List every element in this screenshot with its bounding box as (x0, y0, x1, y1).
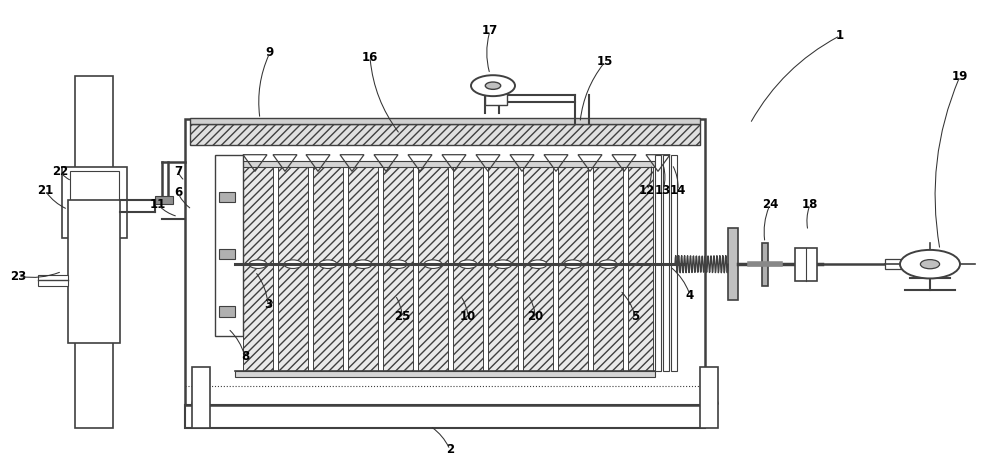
Bar (235, 371, 655, 377)
Circle shape (354, 260, 372, 268)
Bar (192, 367, 210, 428)
Bar (655, 155, 661, 371)
Circle shape (485, 82, 501, 89)
Text: 21: 21 (37, 184, 53, 197)
Bar (593, 167, 623, 371)
Bar (671, 155, 677, 371)
Text: 4: 4 (686, 288, 694, 302)
Text: 3: 3 (264, 298, 272, 311)
Bar (243, 167, 273, 371)
Bar (762, 243, 768, 286)
Text: 5: 5 (631, 310, 639, 323)
Bar (278, 167, 308, 371)
Circle shape (494, 260, 512, 268)
Text: 19: 19 (952, 69, 968, 83)
Text: 20: 20 (527, 310, 543, 323)
Circle shape (900, 250, 960, 278)
Circle shape (284, 260, 302, 268)
Bar (215, 155, 243, 336)
Bar (185, 405, 705, 428)
Circle shape (920, 259, 940, 269)
Bar (190, 124, 700, 145)
Bar (418, 167, 448, 371)
Circle shape (564, 260, 582, 268)
Bar (453, 167, 483, 371)
Text: 18: 18 (802, 198, 818, 211)
Bar (190, 118, 700, 124)
Bar (488, 167, 518, 371)
Text: 1: 1 (836, 29, 844, 42)
Bar (728, 228, 738, 300)
Circle shape (424, 260, 442, 268)
Bar (663, 155, 669, 371)
Circle shape (471, 75, 515, 96)
Circle shape (389, 260, 407, 268)
Bar (523, 167, 553, 371)
Bar (348, 167, 378, 371)
Text: 15: 15 (597, 55, 613, 69)
Text: 14: 14 (670, 184, 686, 197)
Bar (62, 167, 127, 238)
Text: 16: 16 (362, 50, 378, 64)
Text: 24: 24 (762, 198, 778, 211)
Bar (219, 249, 235, 259)
Circle shape (319, 260, 337, 268)
Bar (383, 167, 413, 371)
Text: 7: 7 (174, 165, 182, 178)
Bar (75, 76, 113, 428)
Bar (70, 171, 119, 233)
Bar (485, 90, 507, 105)
Text: 11: 11 (150, 198, 166, 211)
Bar (235, 161, 655, 167)
Bar (155, 196, 173, 204)
Bar (885, 259, 903, 269)
Text: 2: 2 (446, 443, 454, 456)
Circle shape (529, 260, 547, 268)
Circle shape (459, 260, 477, 268)
Text: 25: 25 (394, 310, 410, 323)
Text: 23: 23 (10, 269, 26, 283)
Text: 9: 9 (266, 46, 274, 59)
Bar (68, 200, 120, 343)
Text: 8: 8 (241, 350, 249, 364)
Bar (700, 367, 718, 428)
Text: 13: 13 (655, 184, 671, 197)
Text: 17: 17 (482, 24, 498, 38)
Bar (185, 119, 705, 405)
Bar (558, 167, 588, 371)
Circle shape (249, 260, 267, 268)
Bar (38, 275, 68, 286)
Bar (795, 248, 817, 281)
Text: 22: 22 (52, 165, 68, 178)
Bar (628, 167, 653, 371)
Text: 12: 12 (639, 184, 655, 197)
Bar (219, 306, 235, 317)
Text: 6: 6 (174, 186, 182, 199)
Bar (313, 167, 343, 371)
Bar (219, 192, 235, 202)
Text: 10: 10 (460, 310, 476, 323)
Circle shape (599, 260, 617, 268)
